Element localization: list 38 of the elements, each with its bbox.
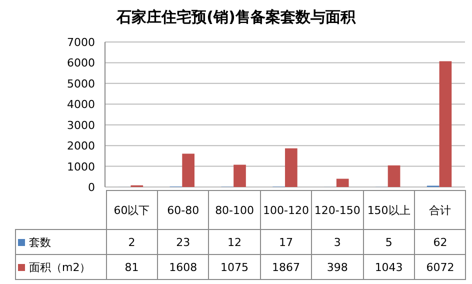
bar: [388, 165, 400, 187]
data-label: 12: [208, 230, 260, 254]
y-tick-label: 5000: [67, 77, 95, 90]
y-tick-label: 6000: [67, 56, 95, 70]
x-tick-label: 60以下: [106, 190, 158, 230]
data-label: 81: [106, 254, 158, 280]
data-label: 3: [312, 230, 364, 254]
y-tick-label: 4000: [67, 98, 95, 112]
y-tick-label: 3000: [67, 118, 95, 132]
x-tick-label: 100-120: [260, 190, 312, 230]
data-label: 6072: [414, 254, 466, 280]
x-tick-label: 150以上: [363, 190, 415, 230]
data-label: 62: [414, 230, 466, 254]
data-label: 2: [106, 230, 158, 254]
data-label: 1043: [363, 254, 415, 280]
data-label: 1608: [157, 254, 209, 280]
bar: [234, 164, 246, 187]
bar: [182, 154, 194, 187]
legend-label: 面积（m2）: [16, 254, 106, 280]
bar: [439, 61, 452, 187]
y-tick-label: 1000: [67, 160, 95, 174]
data-label: 5: [363, 230, 415, 254]
bar: [285, 148, 298, 187]
bar: [336, 178, 349, 187]
data-label: 1867: [260, 254, 312, 280]
chart-title: 石家庄住宅预(销)售备案套数与面积: [116, 8, 356, 26]
data-label: 23: [157, 230, 209, 254]
y-tick-label: 2000: [67, 140, 95, 153]
x-tick-label: 120-150: [312, 190, 364, 230]
legend-label: 套数: [16, 230, 106, 254]
y-tick-label: 7000: [67, 36, 95, 49]
x-tick-label: 合计: [414, 190, 466, 230]
y-tick-label: 0: [88, 181, 95, 194]
data-label: 1075: [208, 254, 260, 280]
x-tick-label: 60-80: [157, 190, 209, 230]
data-label: 17: [260, 230, 312, 254]
data-label: 398: [312, 254, 364, 280]
x-tick-label: 80-100: [208, 190, 260, 230]
